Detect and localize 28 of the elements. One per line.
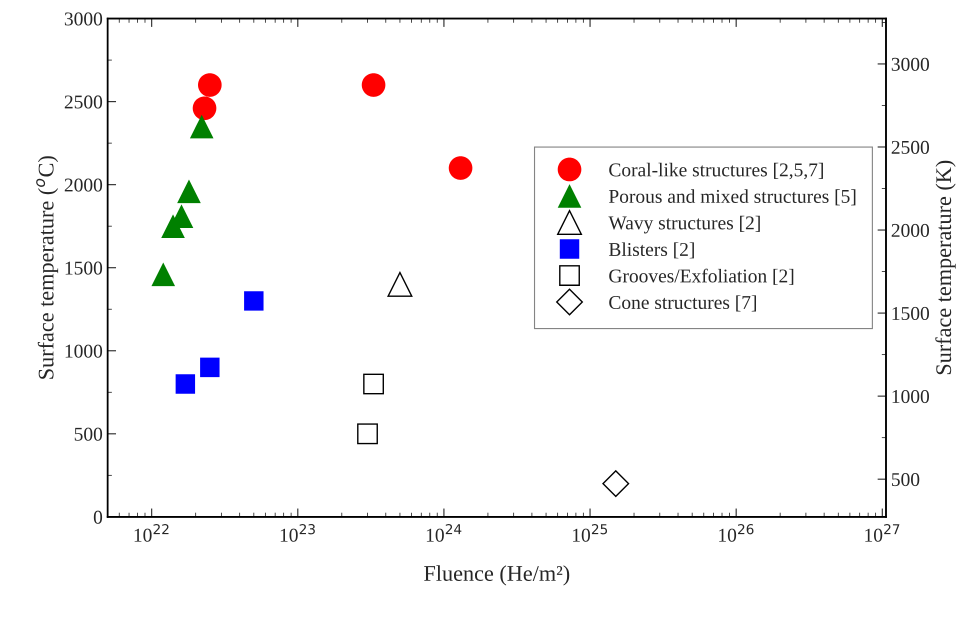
y2-tick-label: 1500 (892, 306, 930, 320)
legend-label: Cone structures [7] (609, 295, 756, 312)
y2-tick-label: 2000 (892, 224, 930, 237)
legend-label: Coral-like structures [2,5,7] (609, 162, 823, 180)
x-tick-label: 10$^{24}$ (426, 524, 462, 542)
y2-tick-label: 500 (892, 473, 920, 486)
legend-label: Wavy structures [2] (608, 216, 760, 234)
y2-axis-title: Surface temperature (K) (935, 160, 956, 374)
y-tick-label: 2500 (64, 95, 102, 109)
legend-label: Grooves/Exfoliation [2] (609, 268, 794, 285)
x-axis-title: Fluence (He/m²) (424, 565, 570, 586)
y2-tick-label: 1000 (892, 390, 930, 404)
y-axis-title: Surface temperature ($^{o}$C) (36, 156, 58, 379)
x-tick-label: 10$^{22}$ (134, 524, 168, 542)
x-tick-label: 10$^{27}$ (865, 524, 900, 542)
y-tick-label: 500 (74, 428, 102, 441)
y2-tick-label: 2500 (892, 140, 930, 154)
x-tick-label: 10$^{25}$ (572, 524, 608, 542)
y-tick-label: 3000 (64, 12, 102, 26)
y-tick-label: 1000 (66, 344, 102, 358)
x-tick-label: 10$^{23}$ (280, 524, 315, 542)
y-tick-label: 1500 (66, 262, 102, 275)
x-tick-label: 10$^{26}$ (719, 524, 754, 542)
y-tick-label: 0 (94, 510, 102, 524)
legend-label: Porous and mixed structures [5] (608, 189, 856, 206)
legend-label: Blisters [2] (608, 242, 694, 258)
y-tick-label: 2000 (64, 178, 102, 192)
y2-tick-label: 3000 (892, 58, 930, 71)
